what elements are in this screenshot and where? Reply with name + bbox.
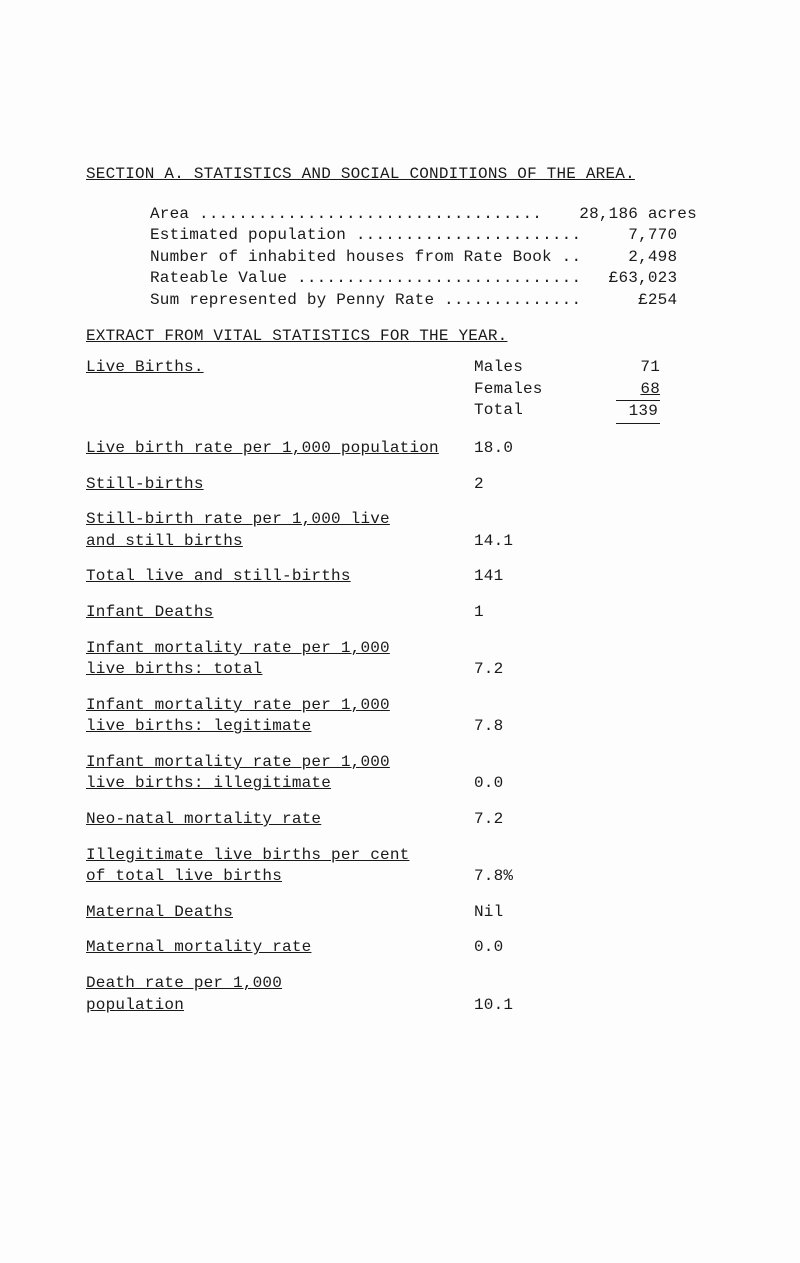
dot-leader: .. xyxy=(562,247,582,269)
males-label: Males xyxy=(474,357,564,379)
area-label: Number of inhabited houses from Rate Boo… xyxy=(150,247,562,269)
total-value: 139 xyxy=(564,400,660,424)
stat-label: Maternal mortality rate xyxy=(86,937,474,959)
area-label: Sum represented by Penny Rate xyxy=(150,290,444,312)
stat-value: Nil xyxy=(474,902,564,924)
area-value: 2,498 xyxy=(581,247,677,269)
dot-leader: ....................... xyxy=(356,225,581,247)
area-value: £254 xyxy=(581,290,677,312)
dot-leader: ................................... xyxy=(199,204,542,226)
stat-label: Death rate per 1,000 population xyxy=(86,973,474,1016)
stat-label: Infant mortality rate per 1,000 live bir… xyxy=(86,695,474,738)
stat-row: Total live and still-births 141 xyxy=(86,566,742,588)
dot-leader: ............................. xyxy=(297,268,581,290)
stat-row: Neo-natal mortality rate 7.2 xyxy=(86,809,742,831)
area-row: Sum represented by Penny Rate ..........… xyxy=(150,290,742,312)
stat-row: Infant mortality rate per 1,000 live bir… xyxy=(86,695,742,738)
live-births-label: Live Births. xyxy=(86,357,474,379)
area-row: Estimated population ...................… xyxy=(150,225,742,247)
stat-label: Maternal Deaths xyxy=(86,902,474,924)
section-title: SECTION A. STATISTICS AND SOCIAL CONDITI… xyxy=(86,164,742,186)
females-value: 68 xyxy=(564,379,660,401)
females-row: Females 68 xyxy=(86,379,742,401)
stat-value: 7.2 xyxy=(474,659,564,681)
area-value: 28,186 xyxy=(542,204,638,226)
stat-value: 7.8% xyxy=(474,866,564,888)
stat-label: Illegitimate live births per cent of tot… xyxy=(86,845,474,888)
stat-row: Illegitimate live births per cent of tot… xyxy=(86,845,742,888)
stat-value: 10.1 xyxy=(474,995,564,1017)
stat-row: Still-births 2 xyxy=(86,474,742,496)
females-label: Females xyxy=(474,379,564,401)
stat-row: Infant Deaths 1 xyxy=(86,602,742,624)
stat-value: 14.1 xyxy=(474,531,564,553)
page: SECTION A. STATISTICS AND SOCIAL CONDITI… xyxy=(0,0,800,1263)
area-row: Number of inhabited houses from Rate Boo… xyxy=(150,247,742,269)
stat-row: Infant mortality rate per 1,000 live bir… xyxy=(86,638,742,681)
stat-label: Infant mortality rate per 1,000 live bir… xyxy=(86,638,474,681)
area-row: Area ...................................… xyxy=(150,204,742,226)
area-stats-block: Area ...................................… xyxy=(150,204,742,312)
stat-row: Still-birth rate per 1,000 live and stil… xyxy=(86,509,742,552)
stat-value: 141 xyxy=(474,566,564,588)
stat-value: 0.0 xyxy=(474,937,564,959)
dot-leader: .............. xyxy=(444,290,581,312)
stat-row: Death rate per 1,000 population 10.1 xyxy=(86,973,742,1016)
stat-value: 1 xyxy=(474,602,564,624)
area-value: £63,023 xyxy=(581,268,677,290)
stat-row: Maternal mortality rate 0.0 xyxy=(86,937,742,959)
area-row: Rateable Value .........................… xyxy=(150,268,742,290)
stat-label: Still-births xyxy=(86,474,474,496)
total-label: Total xyxy=(474,400,564,424)
stat-label: Still-birth rate per 1,000 live and stil… xyxy=(86,509,474,552)
stat-value: 0.0 xyxy=(474,773,564,795)
stat-value: 18.0 xyxy=(474,438,564,460)
area-suffix: acres xyxy=(638,204,697,226)
area-value: 7,770 xyxy=(581,225,677,247)
stat-label: Total live and still-births xyxy=(86,566,474,588)
stat-value: 7.2 xyxy=(474,809,564,831)
live-births-row: Live Births. Males 71 xyxy=(86,357,742,379)
total-row: Total 139 xyxy=(86,400,742,424)
stat-label: Infant mortality rate per 1,000 live bir… xyxy=(86,752,474,795)
area-label: Area xyxy=(150,204,199,226)
stat-row: Live birth rate per 1,000 population 18.… xyxy=(86,438,742,460)
stat-row: Infant mortality rate per 1,000 live bir… xyxy=(86,752,742,795)
extract-heading: EXTRACT FROM VITAL STATISTICS FOR THE YE… xyxy=(86,326,742,348)
stat-label: Infant Deaths xyxy=(86,602,474,624)
area-label: Estimated population xyxy=(150,225,356,247)
stat-value: 7.8 xyxy=(474,716,564,738)
stat-value: 2 xyxy=(474,474,564,496)
stat-label: Live birth rate per 1,000 population xyxy=(86,438,474,460)
males-value: 71 xyxy=(564,357,660,379)
area-label: Rateable Value xyxy=(150,268,297,290)
stat-label: Neo-natal mortality rate xyxy=(86,809,474,831)
stat-row: Maternal Deaths Nil xyxy=(86,902,742,924)
